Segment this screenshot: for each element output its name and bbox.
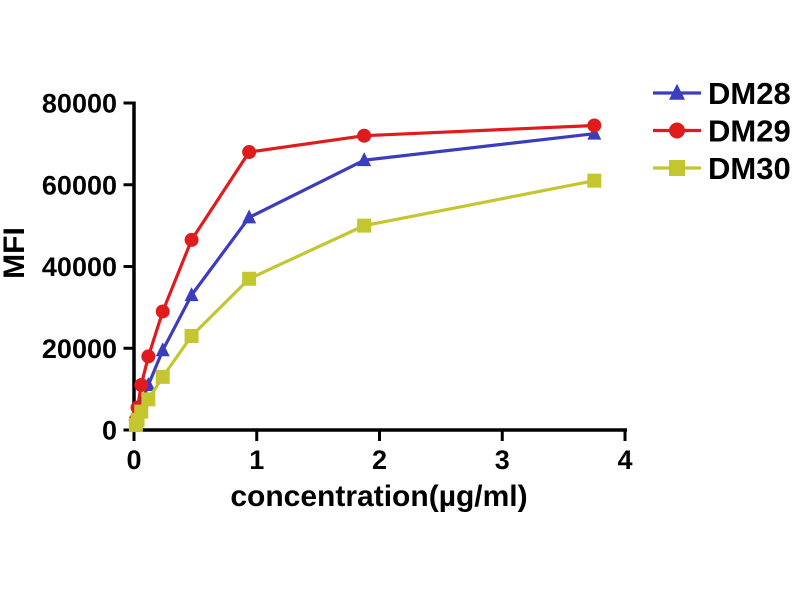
series-line-DM29 bbox=[134, 123, 596, 422]
y-tick-label: 0 bbox=[102, 416, 117, 446]
data-point-DM29 bbox=[184, 232, 199, 247]
x-tick-label: 0 bbox=[126, 445, 141, 475]
y-tick-label: 80000 bbox=[42, 89, 117, 119]
legend-label-DM29: DM29 bbox=[708, 114, 791, 149]
data-point-DM30 bbox=[141, 392, 156, 407]
legend-label-DM28: DM28 bbox=[708, 76, 791, 111]
data-point-DM28 bbox=[155, 342, 170, 357]
data-point-DM28 bbox=[184, 287, 199, 302]
data-point-DM30 bbox=[155, 369, 170, 384]
legend-circle-marker-icon bbox=[669, 122, 685, 139]
data-point-DM28 bbox=[357, 152, 372, 167]
series-lines bbox=[128, 118, 602, 433]
y-axis-title: MFI bbox=[0, 227, 31, 279]
legend-square-marker-icon bbox=[669, 160, 685, 176]
legend-item-DM30: DM30 bbox=[653, 151, 791, 186]
data-point-DM29 bbox=[587, 118, 602, 133]
data-point-DM30 bbox=[242, 271, 257, 286]
y-tick-label: 20000 bbox=[42, 334, 117, 364]
series-line-DM28 bbox=[134, 132, 596, 426]
legend-label-DM30: DM30 bbox=[708, 151, 791, 186]
legend-item-DM28: DM28 bbox=[653, 76, 791, 111]
axes bbox=[123, 101, 627, 441]
y-tick-label: 60000 bbox=[42, 170, 117, 200]
data-point-DM28 bbox=[242, 209, 257, 224]
data-point-DM29 bbox=[242, 145, 257, 160]
data-point-DM29 bbox=[357, 128, 372, 143]
data-point-DM30 bbox=[587, 173, 602, 188]
x-tick-label: 3 bbox=[495, 445, 510, 475]
y-tick-label: 40000 bbox=[42, 252, 117, 282]
tick-labels: 0 20000 40000 60000 80000 0 1 2 3 4 bbox=[42, 89, 633, 476]
series-DM30 bbox=[128, 173, 602, 433]
data-point-DM29 bbox=[155, 304, 170, 319]
data-point-DM30 bbox=[134, 404, 149, 419]
data-point-DM28 bbox=[587, 125, 602, 140]
x-axis-title: concentration(µg/ml) bbox=[230, 480, 527, 513]
data-point-DM29 bbox=[134, 378, 149, 393]
series-DM28 bbox=[128, 125, 602, 430]
x-tick-label: 4 bbox=[617, 445, 632, 475]
data-point-DM30 bbox=[184, 328, 199, 343]
legend-item-DM29: DM29 bbox=[653, 114, 791, 149]
legend-triangle-marker-icon bbox=[669, 83, 685, 100]
data-point-DM29 bbox=[141, 349, 156, 364]
x-tick-label: 1 bbox=[249, 445, 264, 475]
data-point-DM30 bbox=[357, 218, 372, 233]
x-tick-label: 2 bbox=[372, 445, 387, 475]
